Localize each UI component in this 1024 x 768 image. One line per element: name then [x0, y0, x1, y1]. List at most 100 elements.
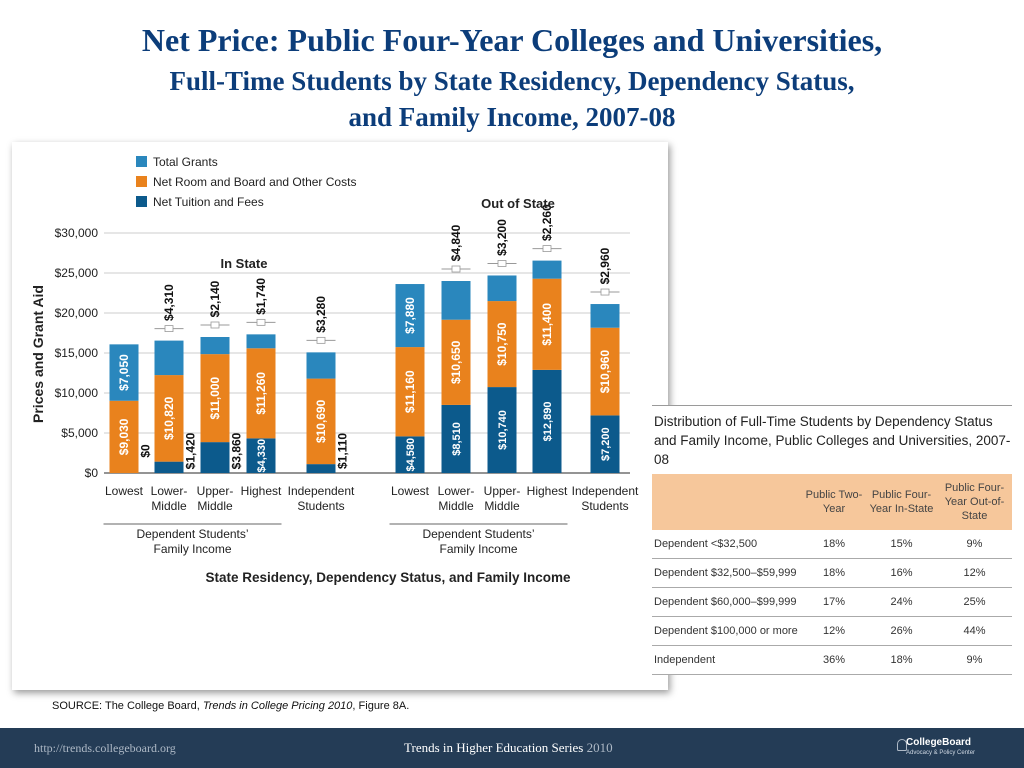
row-label: Independent — [654, 654, 716, 666]
source-prefix: SOURCE: The College Board, — [52, 700, 203, 712]
data-label-net-room-board: $10,960 — [598, 350, 612, 394]
grant-bracket-box — [600, 288, 610, 296]
source-suffix: , Figure 8A. — [352, 700, 410, 712]
data-label-net-room-board: $11,260 — [254, 372, 268, 415]
table-cell: 12% — [822, 625, 846, 637]
bar-segment-total-grants — [109, 344, 139, 401]
bar-segment-net-tuition — [200, 442, 230, 473]
table-cell: 26% — [890, 625, 913, 637]
y-tick-label: $30,000 — [55, 226, 99, 240]
data-label-net-room-board: $10,650 — [449, 340, 463, 384]
x-tick-label: Lower- — [438, 484, 475, 498]
row-label: Dependent <$32,500 — [654, 538, 758, 550]
data-label-net-room-board: $11,000 — [208, 376, 222, 419]
x-tick-label: Students — [297, 499, 344, 513]
subgroup-label: Dependent Students’ — [422, 527, 534, 541]
data-label-net-room-board: $11,160 — [403, 370, 417, 413]
x-tick-label: Upper- — [484, 484, 521, 498]
subgroup-label: Family Income — [439, 542, 517, 556]
x-tick-label: Highest — [527, 484, 568, 498]
group-label: In State — [221, 256, 268, 271]
legend-item-net-room-board: Net Room and Board and Other Costs — [153, 175, 356, 189]
table-cell: 24% — [890, 596, 913, 608]
page-subtitle-line-2: and Family Income, 2007-08 — [348, 102, 676, 132]
x-axis-label: State Residency, Dependency Status, and … — [205, 570, 571, 585]
bar-segment-net-room-board — [441, 319, 471, 405]
data-label-net-tuition: $10,740 — [497, 410, 509, 450]
x-tick-label: Middle — [438, 499, 474, 513]
column-header-four-year-out-of-state: Public Four-Year Out-of-State — [944, 482, 1005, 522]
grant-bracket-box — [164, 325, 174, 333]
x-tick-label: Middle — [484, 499, 520, 513]
x-tick-label: Highest — [241, 484, 282, 498]
bar-segment-net-room-board — [109, 400, 139, 473]
bar-segment-total-grants — [441, 281, 471, 320]
data-label-total-grants: $2,960 — [598, 247, 612, 284]
grant-bracket-box — [542, 245, 552, 252]
data-label-net-tuition: $4,330 — [256, 439, 268, 473]
row-label: Dependent $60,000–$99,999 — [654, 596, 797, 608]
data-label-net-tuition: $0 — [139, 444, 153, 458]
data-label-total-grants: $4,310 — [162, 284, 176, 321]
bar-segment-total-grants — [246, 334, 276, 349]
group-label: Out of State — [481, 196, 555, 211]
table-cell: 36% — [822, 654, 846, 666]
table-row: Dependent $100,000 or more 12% 26% 44% — [652, 617, 1012, 646]
bar-segment-net-tuition — [487, 387, 517, 473]
table-cell: 12% — [963, 567, 986, 579]
data-label-net-tuition: $4,580 — [405, 438, 417, 472]
y-tick-label: $5,000 — [61, 426, 98, 440]
bar-segment-net-tuition — [306, 464, 336, 473]
legend-item-net-tuition-swatch — [136, 196, 147, 207]
table-cell: 18% — [822, 538, 846, 550]
footer-bar: http://trends.collegeboard.org Trends in… — [0, 728, 1024, 768]
distribution-table-body: Dependent <$32,500 18% 15% 9% Dependent $32,… — [652, 530, 1012, 675]
source-note: SOURCE: The College Board, Trends in Col… — [52, 700, 409, 712]
y-tick-label: $25,000 — [55, 266, 99, 280]
bar-segment-net-tuition — [441, 404, 471, 473]
bar-segment-net-room-board — [154, 375, 184, 462]
bar-segment-net-tuition — [532, 369, 562, 473]
footer-series-year: 2010 — [586, 740, 613, 755]
table-cell: 9% — [966, 538, 983, 550]
bar-segment-total-grants — [532, 260, 562, 279]
data-label-total-grants: $3,200 — [495, 219, 509, 256]
footer-url-link[interactable]: http://trends.collegeboard.org — [34, 741, 176, 755]
bar-segment-net-room-board — [590, 327, 620, 416]
bar-segment-net-room-board — [306, 378, 336, 465]
subgroup-label: Dependent Students’ — [136, 527, 248, 541]
grant-bracket-box — [497, 260, 507, 267]
bar-segment-net-room-board — [487, 301, 517, 388]
bar-segment-net-room-board — [200, 354, 230, 443]
bar-segment-total-grants — [200, 337, 230, 355]
row-label: Dependent $32,500–$59,999 — [654, 567, 797, 579]
grant-bracket-box — [451, 265, 461, 273]
bar-segment-net-room-board — [395, 347, 425, 437]
table-row: Independent 36% 18% 9% — [652, 646, 1012, 675]
data-label-total-grants: $4,840 — [449, 224, 463, 261]
stacked-bar-chart: Total Grants Net Room and Board and Other… — [30, 155, 639, 585]
grant-bracket-box — [210, 321, 220, 329]
data-label-net-room-board: $10,690 — [314, 399, 328, 443]
chart-panel: Total Grants Net Room and Board and Other… — [12, 142, 668, 690]
y-tick-label: $15,000 — [55, 346, 99, 360]
y-axis-label: Prices and Grant Aid — [30, 285, 46, 423]
source-publication: Trends in College Pricing 2010 — [202, 700, 353, 712]
x-tick-label: Students — [581, 499, 628, 513]
data-label-net-room-board: $10,820 — [162, 396, 176, 440]
collegeboard-logo: CollegeBoard Advocacy & Policy Center — [897, 736, 1007, 762]
legend-item-total-grants-swatch — [136, 156, 147, 167]
distribution-table: Distribution of Full-Time Students by De… — [652, 405, 1012, 675]
data-label-net-tuition: $1,420 — [184, 432, 198, 469]
row-label: Dependent $100,000 or more — [654, 625, 798, 637]
data-label-net-tuition: $3,860 — [230, 432, 244, 469]
bar-segment-net-room-board — [532, 278, 562, 370]
bar-segment-net-tuition — [395, 436, 425, 473]
x-tick-label: Upper- — [197, 484, 234, 498]
table-row: Dependent <$32,500 18% 15% 9% — [652, 530, 1012, 559]
distribution-table-header: Public Two-Year Public Four-Year In-Stat… — [652, 474, 1012, 530]
data-label-total-grants: $2,260 — [540, 204, 554, 241]
data-label-net-tuition: $7,200 — [600, 427, 612, 461]
collegeboard-logo-icon — [897, 739, 907, 751]
table-cell: 16% — [890, 567, 913, 579]
